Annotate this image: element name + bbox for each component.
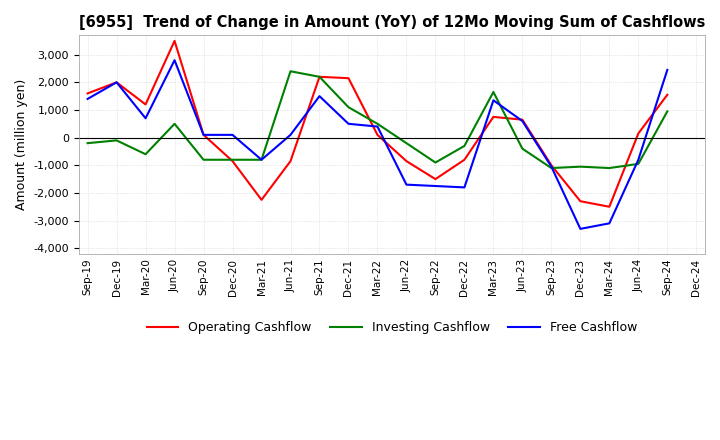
Investing Cashflow (257, 157, 266, 162)
Operating Cashflow (170, 38, 179, 44)
Operating Cashflow (518, 117, 527, 122)
Operating Cashflow (402, 158, 411, 164)
Legend: Operating Cashflow, Investing Cashflow, Free Cashflow: Operating Cashflow, Investing Cashflow, … (142, 316, 642, 339)
Investing Cashflow (170, 121, 179, 126)
Operating Cashflow (373, 132, 382, 138)
Operating Cashflow (315, 74, 324, 80)
Free Cashflow (460, 185, 469, 190)
Free Cashflow (286, 132, 294, 138)
Operating Cashflow (84, 91, 92, 96)
Operating Cashflow (605, 204, 613, 209)
Investing Cashflow (431, 160, 440, 165)
Free Cashflow (228, 132, 237, 138)
Free Cashflow (170, 58, 179, 63)
Operating Cashflow (576, 198, 585, 204)
Operating Cashflow (286, 158, 294, 164)
Investing Cashflow (84, 140, 92, 146)
Free Cashflow (605, 221, 613, 226)
Investing Cashflow (663, 109, 672, 114)
Operating Cashflow (141, 102, 150, 107)
Investing Cashflow (489, 89, 498, 95)
Investing Cashflow (199, 157, 208, 162)
Free Cashflow (315, 94, 324, 99)
Title: [6955]  Trend of Change in Amount (YoY) of 12Mo Moving Sum of Cashflows: [6955] Trend of Change in Amount (YoY) o… (78, 15, 705, 30)
Line: Free Cashflow: Free Cashflow (88, 60, 667, 229)
Line: Operating Cashflow: Operating Cashflow (88, 41, 667, 207)
Free Cashflow (344, 121, 353, 126)
Free Cashflow (489, 98, 498, 103)
Free Cashflow (634, 157, 643, 162)
Investing Cashflow (402, 140, 411, 146)
Free Cashflow (112, 80, 121, 85)
Free Cashflow (373, 124, 382, 129)
Operating Cashflow (257, 197, 266, 202)
Free Cashflow (257, 157, 266, 162)
Free Cashflow (402, 182, 411, 187)
Investing Cashflow (547, 165, 556, 171)
Investing Cashflow (112, 138, 121, 143)
Investing Cashflow (576, 164, 585, 169)
Free Cashflow (663, 67, 672, 73)
Operating Cashflow (634, 131, 643, 136)
Investing Cashflow (344, 105, 353, 110)
Free Cashflow (141, 116, 150, 121)
Operating Cashflow (228, 158, 237, 164)
Investing Cashflow (373, 121, 382, 126)
Free Cashflow (84, 96, 92, 102)
Operating Cashflow (112, 80, 121, 85)
Operating Cashflow (489, 114, 498, 120)
Y-axis label: Amount (million yen): Amount (million yen) (15, 79, 28, 210)
Investing Cashflow (228, 157, 237, 162)
Operating Cashflow (663, 92, 672, 97)
Operating Cashflow (431, 176, 440, 182)
Free Cashflow (518, 118, 527, 124)
Investing Cashflow (141, 152, 150, 157)
Investing Cashflow (315, 74, 324, 80)
Operating Cashflow (547, 163, 556, 168)
Free Cashflow (431, 183, 440, 189)
Investing Cashflow (286, 69, 294, 74)
Investing Cashflow (634, 161, 643, 166)
Free Cashflow (547, 164, 556, 169)
Operating Cashflow (460, 157, 469, 162)
Operating Cashflow (344, 76, 353, 81)
Investing Cashflow (605, 165, 613, 171)
Free Cashflow (199, 132, 208, 138)
Investing Cashflow (460, 143, 469, 149)
Line: Investing Cashflow: Investing Cashflow (88, 71, 667, 168)
Operating Cashflow (199, 132, 208, 138)
Free Cashflow (576, 226, 585, 231)
Investing Cashflow (518, 146, 527, 151)
